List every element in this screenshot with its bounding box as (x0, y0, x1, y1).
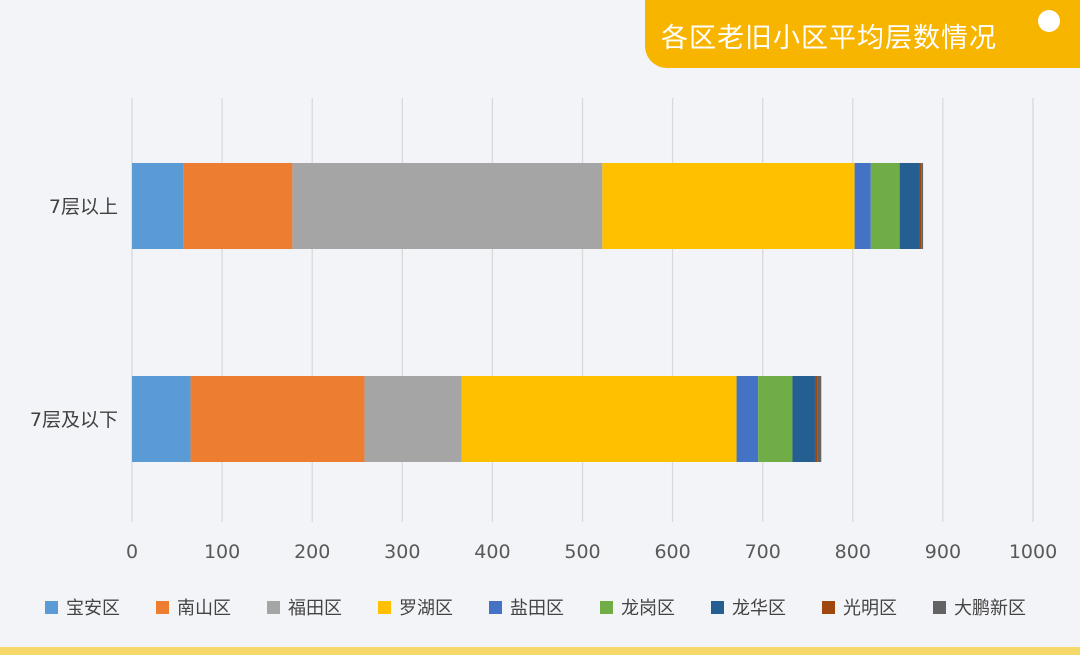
bar-segment (132, 163, 184, 249)
chart-legend: 宝安区 南山区 福田区 罗湖区 盐田区 龙岗区 龙华区 光明区 大鹏新区 (0, 592, 1080, 622)
legend-swatch (933, 600, 946, 614)
bar-segment (364, 376, 462, 462)
bar-segment (792, 376, 815, 462)
bar-segment (814, 376, 818, 462)
legend-swatch (45, 600, 58, 614)
legend-label: 盐田区 (510, 598, 564, 619)
legend-swatch (489, 600, 502, 614)
legend-swatch (378, 600, 391, 614)
legend-swatch (600, 600, 613, 614)
x-tick-label: 0 (126, 541, 138, 563)
legend-label: 宝安区 (66, 598, 120, 619)
bar-segment (921, 163, 924, 249)
x-tick-label: 300 (384, 541, 420, 563)
chart-title: 各区老旧小区平均层数情况 (661, 23, 997, 54)
x-tick-label: 100 (204, 541, 240, 563)
x-tick-label: 900 (925, 541, 961, 563)
legend-item: 光明区 (822, 592, 897, 622)
legend-swatch (267, 600, 280, 614)
bar-segment (854, 163, 871, 249)
y-category-label: 7层以上 (49, 196, 118, 218)
legend-item: 福田区 (267, 592, 342, 622)
legend-label: 大鹏新区 (954, 598, 1026, 619)
legend-item: 宝安区 (45, 592, 120, 622)
legend-swatch (822, 600, 835, 614)
stacked-bar-chart: 0 100 200 300 400 500 600 700 800 900 1000 7层以上 7层及以… (30, 98, 1057, 563)
x-tick-label: 800 (835, 541, 871, 563)
x-tick-label: 200 (294, 541, 330, 563)
legend-swatch (156, 600, 169, 614)
bar-segment (292, 163, 603, 249)
x-tick-label: 500 (564, 541, 600, 563)
legend-label: 罗湖区 (399, 598, 453, 619)
bar-segment (602, 163, 855, 249)
bar-segment (461, 376, 737, 462)
bar-segment (183, 163, 293, 249)
legend-label: 光明区 (843, 598, 897, 619)
y-category-label: 7层及以下 (30, 409, 118, 431)
legend-item: 大鹏新区 (933, 592, 1026, 622)
bar-segment (190, 376, 365, 462)
bar-segment (870, 163, 900, 249)
bar-segment (132, 376, 191, 462)
legend-label: 福田区 (288, 598, 342, 619)
legend-swatch (711, 600, 724, 614)
decorative-dot-icon (1038, 10, 1060, 32)
title-banner: 各区老旧小区平均层数情况 (645, 0, 1080, 68)
x-tick-label: 400 (474, 541, 510, 563)
bar-segment (919, 163, 922, 249)
bar-segment (899, 163, 920, 249)
bar-segment (817, 376, 822, 462)
legend-item: 罗湖区 (378, 592, 453, 622)
legend-item: 南山区 (156, 592, 231, 622)
legend-label: 南山区 (177, 598, 231, 619)
x-tick-label: 1000 (1009, 541, 1057, 563)
legend-item: 龙岗区 (600, 592, 675, 622)
legend-label: 龙华区 (732, 598, 786, 619)
legend-item: 盐田区 (489, 592, 564, 622)
bar-segment (736, 376, 759, 462)
legend-label: 龙岗区 (621, 598, 675, 619)
bottom-accent-band (0, 647, 1080, 655)
x-tick-label: 700 (745, 541, 781, 563)
legend-item: 龙华区 (711, 592, 786, 622)
bar-segment (758, 376, 793, 462)
x-tick-label: 600 (654, 541, 690, 563)
